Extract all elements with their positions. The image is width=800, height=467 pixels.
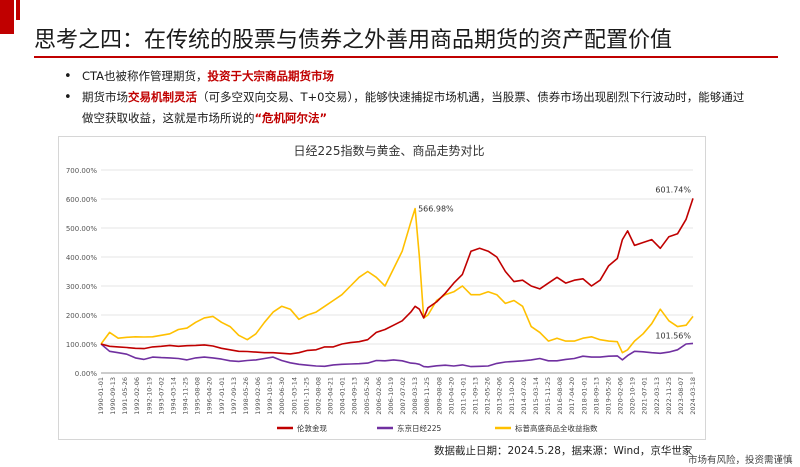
x-tick-label: 2011-09-13 — [472, 377, 480, 415]
bullet-text: （可多空双向交易、T+0交易），能够快速捕捉市场机遇，当股票、债券市场出现剧烈下… — [82, 90, 745, 125]
x-tick-label: 1991-05-26 — [121, 377, 129, 415]
annotation-gold-end: 601.74% — [655, 185, 691, 194]
x-tick-label: 1990-09-13 — [109, 377, 117, 415]
x-tick-label: 2001-11-25 — [302, 377, 310, 415]
x-tick-label: 2020-02-06 — [617, 377, 625, 415]
risk-disclaimer: 市场有风险，投资需谨慎 — [688, 455, 793, 466]
x-tick-label: 1998-05-26 — [242, 377, 250, 415]
x-tick-label: 2013-10-20 — [508, 377, 516, 415]
x-tick-label: 2016-08-08 — [556, 377, 564, 415]
x-tick-label: 2024-03-18 — [689, 377, 697, 415]
x-tick-label: 2015-03-14 — [532, 377, 540, 415]
bullet-item-futures-market: 期货市场交易机制灵活（可多空双向交易、T+0交易），能够快速捕捉市场机遇，当股票… — [60, 87, 750, 129]
x-tick-label: 1999-10-19 — [266, 377, 274, 415]
x-tick-label: 2013-02-06 — [496, 377, 504, 415]
y-tick-label: 300.00% — [66, 283, 97, 291]
x-tick-label: 2005-05-26 — [363, 377, 371, 415]
x-tick-label: 1994-11-25 — [182, 377, 190, 415]
corner-accent-bar — [0, 0, 14, 34]
x-tick-label: 2003-04-21 — [327, 377, 335, 415]
y-tick-label: 400.00% — [66, 254, 97, 262]
x-tick-label: 1993-07-02 — [157, 377, 165, 415]
corner-accent-stripe — [16, 0, 20, 20]
x-tick-label: 2020-10-19 — [629, 377, 637, 415]
bullet-text: 期货市场 — [82, 90, 128, 104]
y-tick-label: 600.00% — [66, 196, 97, 204]
x-tick-label: 2004-09-13 — [351, 377, 359, 415]
x-tick-label: 2000-06-30 — [278, 377, 286, 415]
x-tick-label: 2017-04-20 — [568, 377, 576, 415]
bullet-highlight: 交易机制灵活 — [128, 90, 197, 104]
x-tick-label: 2009-08-08 — [435, 377, 443, 415]
x-tick-label: 2022-03-13 — [653, 377, 661, 415]
annotation-commodity-peak: 566.98% — [418, 205, 454, 214]
y-tick-label: 100.00% — [66, 341, 97, 349]
y-tick-label: 200.00% — [66, 312, 97, 320]
x-tick-label: 2008-03-13 — [411, 377, 419, 415]
x-tick-label: 2018-01-01 — [580, 377, 588, 415]
chart-panel: 日经225指数与黄金、商品走势对比 0.00% 100.00% 200.00% 300… — [58, 136, 706, 440]
bullet-highlight: “危机阿尔法” — [254, 111, 328, 125]
x-tick-label: 1997-09-13 — [230, 377, 238, 415]
x-tick-label: 1990-01-01 — [97, 377, 105, 415]
data-source-note: 数据截止日期：2024.5.28，据来源：Wind，京华世家 — [434, 445, 693, 457]
x-tick-label: 1992-02-06 — [133, 377, 141, 415]
x-tick-label: 1999-02-06 — [254, 377, 262, 415]
series-line-1 — [100, 342, 694, 368]
series-line-2 — [100, 207, 694, 354]
bullet-item-cta: CTA也被称作管理期货，投资于大宗商品期货市场 — [60, 66, 750, 87]
chart-title: 日经225指数与黄金、商品走势对比 — [294, 143, 485, 158]
x-tick-label: 1992-10-19 — [145, 377, 153, 415]
bullet-highlight: 投资于大宗商品期货市场 — [207, 69, 335, 83]
legend-label: 伦敦金现 — [297, 423, 327, 433]
title-divider — [34, 56, 778, 58]
x-tick-label: 2011-01-01 — [459, 377, 467, 415]
x-tick-label: 2004-01-01 — [339, 377, 347, 415]
legend-label: 东京日经225 — [397, 423, 442, 433]
series-line-0 — [100, 198, 694, 355]
x-tick-label: 2018-09-13 — [592, 377, 600, 415]
x-tick-label: 2007-07-02 — [399, 377, 407, 415]
bullet-list: CTA也被称作管理期货，投资于大宗商品期货市场 期货市场交易机制灵活（可多空双向… — [60, 66, 750, 129]
y-tick-label: 500.00% — [66, 225, 97, 233]
x-tick-label: 1996-04-20 — [206, 377, 214, 415]
legend-label: 标普高盛商品全收益指数 — [515, 423, 598, 433]
bullet-text: CTA也被称作管理期货， — [82, 69, 208, 83]
x-tick-label: 2008-11-25 — [423, 377, 431, 415]
y-tick-label: 0.00% — [75, 370, 98, 378]
x-tick-label: 2012-05-26 — [484, 377, 492, 415]
x-tick-label: 2001-03-14 — [290, 377, 298, 415]
x-tick-label: 2023-08-07 — [677, 377, 685, 415]
x-tick-label: 2021-07-01 — [641, 377, 649, 415]
x-tick-label: 2019-05-26 — [604, 377, 612, 415]
x-tick-label: 2015-11-25 — [544, 377, 552, 415]
annotation-nikkei-end: 101.56% — [655, 331, 691, 340]
x-tick-label: 2010-04-20 — [447, 377, 455, 415]
line-chart: 日经225指数与黄金、商品走势对比 0.00% 100.00% 200.00% 300… — [66, 143, 697, 433]
x-tick-label: 1995-08-08 — [194, 377, 202, 415]
x-tick-label: 1997-01-01 — [218, 377, 226, 415]
y-tick-label: 700.00% — [66, 167, 97, 175]
slide-title: 思考之四：在传统的股票与债券之外善用商品期货的资产配置价值 — [34, 28, 673, 53]
x-tick-label: 2002-08-08 — [314, 377, 322, 415]
x-tick-label: 1994-03-14 — [169, 377, 177, 415]
x-tick-label: 2022-11-25 — [665, 377, 673, 415]
x-tick-label: 2014-07-02 — [520, 377, 528, 415]
x-tick-label: 2006-02-06 — [375, 377, 383, 415]
x-tick-label: 2006-10-19 — [387, 377, 395, 415]
